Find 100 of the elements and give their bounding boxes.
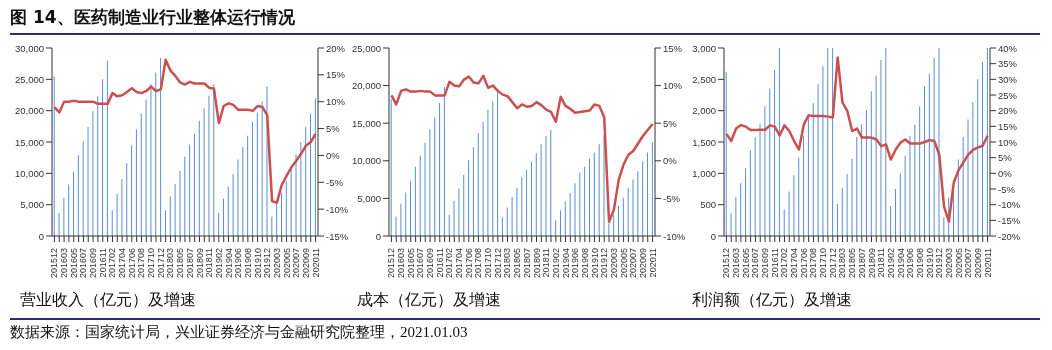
x-tick-label: 201609 bbox=[760, 248, 771, 279]
x-tick-label: 201908 bbox=[242, 248, 253, 279]
y-tick-label: 10,000 bbox=[14, 167, 44, 179]
x-tick-label: 201704 bbox=[117, 248, 128, 279]
x-tick-label: 202005 bbox=[953, 248, 964, 279]
x-tick-label: 201811 bbox=[541, 248, 552, 278]
x-tick-label: 201712 bbox=[492, 248, 503, 279]
x-tick-label: 201809 bbox=[531, 248, 542, 279]
y2-tick-label: -10% bbox=[663, 230, 686, 242]
x-tick-label: 201912 bbox=[262, 248, 273, 279]
x-tick-label: 201512 bbox=[49, 248, 60, 279]
x-tick-label: 201803 bbox=[502, 248, 513, 279]
line-series bbox=[53, 58, 317, 204]
y-tick-label: 2,500 bbox=[692, 73, 716, 85]
y2-tick-label: 0% bbox=[998, 167, 1013, 179]
x-tick-label: 201609 bbox=[425, 248, 436, 279]
y2-tick-label: 15% bbox=[998, 120, 1018, 132]
x-tick-label: 201906 bbox=[570, 248, 581, 279]
x-tick-label: 201908 bbox=[914, 248, 925, 279]
y2-tick-label: -10% bbox=[326, 203, 349, 215]
y2-tick-label: 10% bbox=[663, 80, 683, 92]
x-tick-label: 201809 bbox=[194, 248, 205, 279]
x-tick-label: 201805 bbox=[512, 248, 523, 279]
y2-tick-label: 5% bbox=[998, 152, 1013, 164]
x-tick-label: 202009 bbox=[300, 248, 311, 279]
x-tick-label: 202007 bbox=[291, 248, 302, 279]
x-tick-label: 201902 bbox=[550, 248, 561, 279]
x-tick-label: 201908 bbox=[579, 248, 590, 279]
y2-tick-label: -5% bbox=[326, 176, 344, 188]
x-tick-label: 202007 bbox=[963, 248, 974, 279]
y-tick-label: 2,000 bbox=[692, 105, 716, 117]
x-tick-label: 201706 bbox=[798, 248, 809, 279]
x-tick-label: 201807 bbox=[521, 248, 532, 279]
y-tick-label: 0 bbox=[710, 230, 716, 242]
line-series bbox=[390, 74, 654, 223]
y2-tick-label: 5% bbox=[663, 117, 678, 129]
x-tick-label: 201605 bbox=[68, 248, 79, 279]
x-tick-label: 201902 bbox=[213, 248, 224, 279]
x-tick-label: 201912 bbox=[934, 248, 945, 279]
x-tick-label: 201910 bbox=[589, 248, 600, 279]
x-tick-label: 201706 bbox=[463, 248, 474, 279]
source-note: 数据来源：国家统计局，兴业证券经济与金融研究院整理，2021.01.03 bbox=[10, 323, 469, 342]
x-tick-label: 202003 bbox=[943, 248, 954, 279]
x-tick-label: 201607 bbox=[415, 248, 426, 279]
y-tick-label: 0 bbox=[375, 230, 381, 242]
y-tick-label: 5,000 bbox=[20, 199, 44, 211]
y2-tick-label: 20% bbox=[998, 105, 1018, 117]
x-tick-label: 202011 bbox=[647, 248, 658, 278]
x-tick-label: 201704 bbox=[454, 248, 465, 279]
x-tick-label: 201912 bbox=[599, 248, 610, 279]
x-tick-label: 202011 bbox=[310, 248, 321, 278]
y-tick-label: 3,000 bbox=[692, 42, 716, 54]
y-tick-label: 20,000 bbox=[14, 105, 44, 117]
y2-tick-label: 40% bbox=[998, 42, 1018, 54]
y2-tick-label: 10% bbox=[326, 96, 346, 108]
x-tick-label: 201611 bbox=[434, 248, 445, 278]
x-axis-title: 成本（亿元）及增速 bbox=[357, 290, 501, 310]
y-tick-label: 25,000 bbox=[14, 73, 44, 85]
x-tick-label: 201902 bbox=[885, 248, 896, 279]
x-tick-label: 201809 bbox=[866, 248, 877, 279]
x-tick-label: 201807 bbox=[184, 248, 195, 279]
x-axis-title: 营业收入（亿元）及增速 bbox=[20, 290, 196, 310]
x-tick-label: 201708 bbox=[136, 248, 147, 279]
line-series bbox=[725, 56, 989, 223]
chart-title: 图 14、医药制造业行业整体运行情况 bbox=[10, 6, 1040, 35]
x-tick-label: 201805 bbox=[847, 248, 858, 279]
y2-tick-label: -15% bbox=[998, 214, 1021, 226]
y-tick-label: 15,000 bbox=[351, 117, 381, 129]
x-tick-label: 202009 bbox=[637, 248, 648, 279]
x-tick-label: 201605 bbox=[405, 248, 416, 279]
x-tick-label: 201704 bbox=[789, 248, 800, 279]
y2-tick-label: -20% bbox=[998, 230, 1021, 242]
x-tick-label: 201710 bbox=[146, 248, 157, 279]
y2-tick-label: 25% bbox=[998, 89, 1018, 101]
x-tick-label: 201906 bbox=[233, 248, 244, 279]
x-tick-label: 201607 bbox=[78, 248, 89, 279]
x-tick-label: 201611 bbox=[769, 248, 780, 278]
x-tick-label: 201702 bbox=[779, 248, 790, 279]
x-tick-label: 201708 bbox=[473, 248, 484, 279]
y2-tick-label: 30% bbox=[998, 73, 1018, 85]
y2-tick-label: -15% bbox=[326, 230, 349, 242]
x-tick-label: 201712 bbox=[155, 248, 166, 279]
y-tick-label: 30,000 bbox=[14, 42, 44, 54]
y-tick-label: 1,500 bbox=[692, 136, 716, 148]
x-tick-label: 201904 bbox=[895, 248, 906, 279]
x-tick-label: 202011 bbox=[982, 248, 993, 278]
x-tick-label: 201611 bbox=[97, 248, 108, 278]
y-tick-label: 20,000 bbox=[351, 80, 381, 92]
y2-tick-label: 15% bbox=[663, 42, 683, 54]
x-axis-title: 利润额（亿元）及增速 bbox=[692, 290, 852, 310]
x-tick-label: 201708 bbox=[808, 248, 819, 279]
x-tick-label: 201603 bbox=[731, 248, 742, 279]
y2-tick-label: 0% bbox=[326, 149, 341, 161]
x-tick-label: 202009 bbox=[972, 248, 983, 279]
x-tick-label: 201803 bbox=[165, 248, 176, 279]
x-tick-label: 202005 bbox=[281, 248, 292, 279]
x-tick-label: 201706 bbox=[126, 248, 137, 279]
x-tick-label: 202003 bbox=[608, 248, 619, 279]
y-tick-label: 1,000 bbox=[692, 167, 716, 179]
x-tick-label: 201603 bbox=[59, 248, 70, 279]
